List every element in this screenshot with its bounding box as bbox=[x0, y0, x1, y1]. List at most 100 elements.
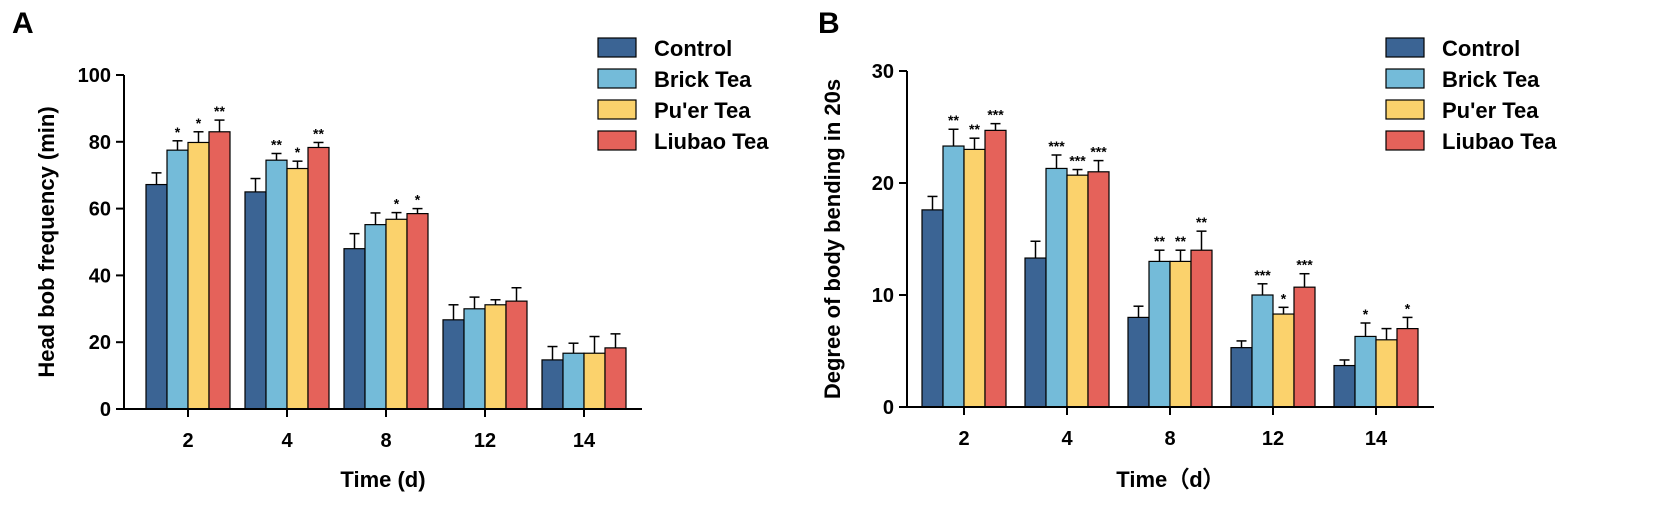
x-tick-label: 2 bbox=[958, 428, 969, 450]
y-axis-label: Head bob frequency (min) bbox=[34, 106, 59, 377]
bar bbox=[463, 308, 486, 410]
y-tick-label: 0 bbox=[883, 397, 894, 419]
significance-label: ** bbox=[948, 112, 959, 128]
legend-label: Control bbox=[654, 36, 732, 61]
bar bbox=[562, 352, 585, 410]
y-axis-label: Degree of body bending in 20s bbox=[820, 79, 845, 399]
bar bbox=[1333, 364, 1356, 408]
bar bbox=[406, 213, 429, 410]
y-tick-label: 40 bbox=[89, 265, 111, 287]
y-tick-label: 60 bbox=[89, 199, 111, 221]
legend-label: Brick Tea bbox=[1442, 67, 1540, 92]
bar bbox=[1396, 328, 1419, 408]
significance-label: * bbox=[295, 144, 301, 160]
panel-b-chart: B *******************************0102030… bbox=[818, 7, 1557, 492]
panel-b-letter: B bbox=[818, 7, 840, 40]
significance-label: ** bbox=[271, 136, 282, 152]
y-tick-label: 80 bbox=[89, 132, 111, 154]
bar bbox=[1066, 174, 1089, 408]
bar bbox=[963, 148, 986, 408]
y-tick-label: 100 bbox=[78, 65, 111, 87]
bar bbox=[1272, 313, 1295, 408]
bar bbox=[604, 347, 627, 410]
x-tick-label: 8 bbox=[1164, 428, 1175, 450]
legend-swatch bbox=[1385, 130, 1425, 151]
legend-swatch bbox=[1385, 68, 1425, 89]
bar bbox=[1024, 257, 1047, 408]
legend-swatch bbox=[1385, 37, 1425, 58]
bar bbox=[1375, 339, 1398, 408]
bar bbox=[343, 248, 366, 410]
x-axis-label: Time (d) bbox=[340, 467, 425, 492]
x-tick-label: 12 bbox=[1262, 428, 1284, 450]
y-tick-label: 10 bbox=[872, 285, 894, 307]
legend-label: Brick Tea bbox=[654, 67, 752, 92]
bar bbox=[942, 145, 965, 408]
x-tick-label: 4 bbox=[1061, 428, 1073, 450]
y-tick-label: 20 bbox=[89, 332, 111, 354]
bar bbox=[1045, 167, 1068, 408]
bar bbox=[286, 167, 309, 410]
bar bbox=[307, 146, 330, 410]
significance-label: *** bbox=[1090, 144, 1107, 160]
significance-label: * bbox=[415, 192, 421, 208]
significance-label: ** bbox=[1154, 233, 1165, 249]
legend-label: Liubao Tea bbox=[654, 129, 769, 154]
significance-label: * bbox=[1405, 300, 1411, 316]
x-tick-label: 4 bbox=[281, 430, 293, 452]
legend-swatch bbox=[597, 130, 637, 151]
legend-swatch bbox=[597, 68, 637, 89]
bar bbox=[385, 218, 408, 410]
significance-label: *** bbox=[1296, 257, 1313, 273]
significance-label: *** bbox=[987, 107, 1004, 123]
y-tick-label: 30 bbox=[872, 61, 894, 83]
bar bbox=[921, 209, 944, 408]
bar bbox=[984, 129, 1007, 408]
significance-label: *** bbox=[1069, 153, 1086, 169]
bar bbox=[583, 352, 606, 410]
x-tick-label: 8 bbox=[380, 430, 391, 452]
legend-swatch bbox=[1385, 99, 1425, 120]
x-tick-label: 14 bbox=[1365, 428, 1388, 450]
bar bbox=[187, 141, 210, 410]
legend-swatch bbox=[597, 37, 637, 58]
bar bbox=[1148, 260, 1171, 408]
bar bbox=[1127, 316, 1150, 408]
significance-label: * bbox=[394, 196, 400, 212]
bar bbox=[1169, 260, 1192, 408]
bar bbox=[166, 149, 189, 410]
legend-label: Pu'er Tea bbox=[654, 98, 751, 123]
legend-swatch bbox=[597, 99, 637, 120]
bar bbox=[1230, 347, 1253, 408]
significance-label: ** bbox=[969, 121, 980, 137]
significance-label: ** bbox=[1196, 214, 1207, 230]
x-tick-label: 2 bbox=[182, 430, 193, 452]
legend-label: Pu'er Tea bbox=[1442, 98, 1539, 123]
bar bbox=[265, 159, 288, 410]
significance-label: *** bbox=[1254, 267, 1271, 283]
significance-label: ** bbox=[1175, 233, 1186, 249]
bar bbox=[145, 183, 168, 410]
bar bbox=[1251, 294, 1274, 408]
panel-a-letter: A bbox=[12, 7, 34, 40]
bar bbox=[484, 304, 507, 410]
significance-label: *** bbox=[1048, 138, 1065, 154]
bar bbox=[541, 359, 564, 410]
x-tick-label: 12 bbox=[474, 430, 496, 452]
bar bbox=[442, 319, 465, 410]
significance-label: ** bbox=[313, 125, 324, 141]
bar bbox=[1293, 286, 1316, 408]
bar bbox=[208, 131, 231, 410]
bar bbox=[1190, 249, 1213, 408]
bar bbox=[244, 191, 267, 410]
legend-label: Control bbox=[1442, 36, 1520, 61]
significance-label: * bbox=[1281, 290, 1287, 306]
bar bbox=[1087, 171, 1110, 408]
significance-label: ** bbox=[214, 103, 225, 119]
legend-label: Liubao Tea bbox=[1442, 129, 1557, 154]
x-tick-label: 14 bbox=[573, 430, 596, 452]
significance-label: * bbox=[1363, 306, 1369, 322]
y-tick-label: 20 bbox=[872, 173, 894, 195]
